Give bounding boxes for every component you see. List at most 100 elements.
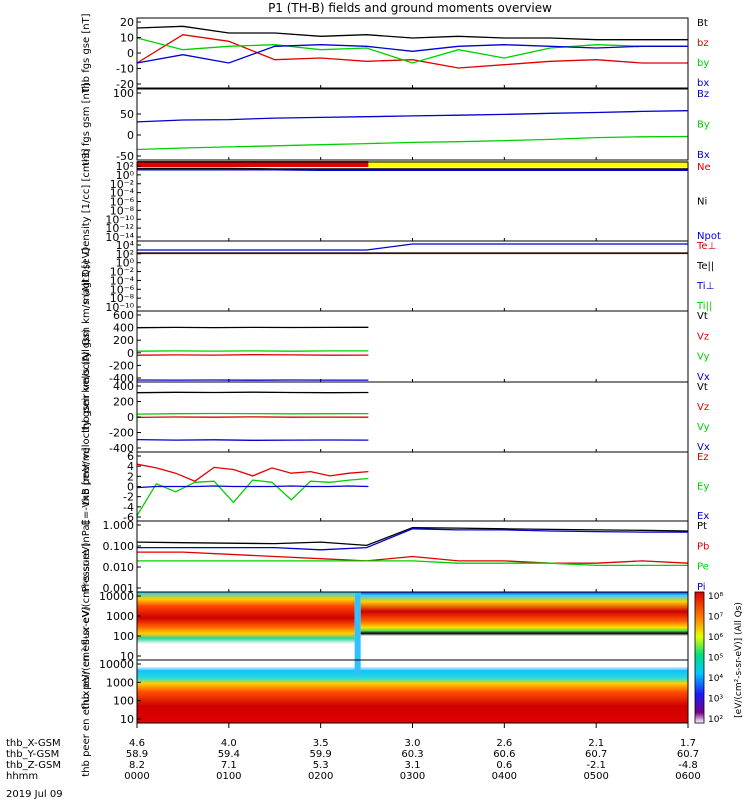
- y-tick-label: 100: [113, 695, 134, 708]
- colorbar-tick-label: 10⁶: [708, 633, 723, 643]
- series-line-Ni: [137, 167, 688, 170]
- y-tick-label: 0: [127, 347, 134, 360]
- quality-flag-bar-0: [137, 161, 369, 167]
- y-tick-label: 10⁻¹²: [105, 222, 134, 235]
- y-tick-label: 50: [120, 108, 134, 121]
- time-axis-value: 1.7: [680, 738, 696, 749]
- y-tick-label: 1.000: [103, 519, 135, 532]
- y-tick-label: 10: [120, 650, 134, 663]
- legend-label-Te⊥: Te⊥: [696, 241, 716, 252]
- y-axis-label: thb fgs gse [nT]: [81, 13, 92, 92]
- quality-flag-bar-1: [368, 161, 688, 167]
- y-tick-label: 10: [120, 713, 134, 726]
- series-line-Vz: [136, 354, 369, 356]
- y-axis-label: thb peer en eflux eV/(cm²-s-sr-eV): [81, 606, 92, 777]
- series-line-Ey: [136, 477, 369, 517]
- time-axis-value: 3.1: [405, 760, 421, 771]
- legend-label-Vz: Vz: [697, 402, 709, 413]
- y-tick-label: 100: [113, 87, 134, 100]
- time-axis-value: 59.4: [218, 749, 240, 760]
- legend-label-Ez: Ez: [697, 452, 709, 463]
- panel-frame: [136, 88, 689, 161]
- time-axis-value: 7.1: [221, 760, 237, 771]
- y-tick-label: 6: [127, 450, 134, 463]
- legend-label-Pb: Pb: [697, 541, 709, 552]
- y-tick-label: 10⁻⁴: [110, 274, 135, 287]
- legend-label-Pi: Pi: [697, 582, 706, 593]
- time-axis-value: 0100: [216, 771, 241, 782]
- colorbar-tick-label: 10⁴: [708, 674, 723, 684]
- time-axis-value: 0000: [124, 771, 149, 782]
- legend-label-Ne: Ne: [697, 162, 711, 173]
- y-tick-label: -6: [123, 511, 134, 524]
- panel-peer_spectrogram: 10000 1000 100 10 thb peer en eflux eV/(cm²-…: [81, 606, 689, 777]
- legend-label-By: By: [697, 120, 710, 131]
- legend-label-Pe: Pe: [697, 562, 709, 573]
- series-line-Bz: [136, 110, 689, 123]
- y-tick-label: 10²: [116, 160, 134, 173]
- legend-label-Vy: Vy: [697, 352, 710, 363]
- panel-peir_spectrogram: 10000 1000 100 10 thb peir en eflux eV/(cm²-…: [81, 542, 689, 710]
- series-line-By: [136, 135, 689, 151]
- y-tick-label: 0.100: [103, 540, 135, 553]
- y-tick-label: 10⁻¹⁰: [105, 301, 134, 314]
- spectrogram-fill: [137, 666, 688, 723]
- series-line-Bt: [136, 25, 688, 41]
- series-line-Ez: [136, 463, 369, 482]
- time-axis-labels: thb_X-GSM 4.6 4.0 3.5 3.0 2.6 2.1 1.7 thb_Y-GSM 5…: [6, 723, 701, 782]
- figure-title: P1 (TH-B) fields and ground moments over…: [268, 1, 552, 15]
- y-tick-label: 100: [113, 630, 134, 643]
- time-axis-value: 8.2: [129, 760, 145, 771]
- y-tick-label: 2: [127, 470, 134, 483]
- time-axis-value: 0500: [583, 771, 608, 782]
- y-tick-label: 400: [113, 322, 134, 335]
- y-axis-label: thb fgs gsm [nT]: [81, 83, 92, 166]
- legend-label-Ex: Ex: [697, 511, 709, 522]
- series-line-bz: [136, 34, 688, 69]
- y-tick-label: 200: [113, 334, 134, 347]
- y-tick-label: 10⁻²: [110, 178, 134, 191]
- panel-pressure: 1.000 0.100 0.010 0.001 Pressure [nPa] Pt Pb Pe…: [81, 519, 709, 595]
- y-axis-label: thb peir en eflux eV/(cm²-s-sr-eV): [81, 542, 92, 709]
- panel-frame: [136, 310, 689, 383]
- colorbar-tick-label: 10⁵: [708, 654, 723, 664]
- y-tick-label: 10⁻¹⁰: [105, 213, 134, 226]
- legend-label-Vz: Vz: [697, 331, 709, 342]
- y-tick-label: 10⁻²: [110, 266, 134, 279]
- y-tick-label: 400: [113, 380, 134, 393]
- y-tick-label: -20: [116, 78, 134, 91]
- time-axis-value: 3.0: [405, 738, 421, 749]
- colorbar-gradient: [694, 591, 705, 724]
- time-axis-value: 5.3: [313, 760, 329, 771]
- legend-label-Ni: Ni: [697, 197, 707, 208]
- colorbar-unit-label: [eV/(cm²-s-sr-eV)] (All Qs): [734, 602, 744, 718]
- colorbar-tick-label: 10³: [708, 695, 723, 705]
- y-tick-label: -4: [123, 501, 134, 514]
- panel-fgs_gse: 20 10 0 -10 -20 thb fgs gse [nT] Bt bz by bx: [81, 13, 709, 92]
- y-tick-label: 10²: [116, 248, 134, 261]
- y-tick-label: -2: [123, 491, 134, 504]
- y-tick-label: -10: [116, 63, 134, 76]
- y-tick-label: 600: [113, 309, 134, 322]
- y-tick-label: 10⁻⁸: [110, 292, 135, 305]
- panel-fgs_gsm: 100 50 0 -50 thb fgs gsm [nT] Bz By Bx: [81, 83, 710, 166]
- colorbar-tick-label: 10⁸: [708, 592, 723, 602]
- legend-label-Ti⊥: Ti⊥: [696, 281, 714, 292]
- series-line-Npot: [137, 169, 688, 172]
- y-tick-label: 200: [113, 396, 134, 409]
- legend-label-Bt: Bt: [697, 18, 708, 29]
- series-line-Pe: [137, 560, 688, 567]
- time-axis-value: 60.7: [677, 749, 699, 760]
- spectrogram-fill-late: [360, 592, 688, 657]
- y-tick-label: 0.001: [103, 582, 135, 595]
- time-axis-value: -4.8: [678, 760, 698, 771]
- y-tick-label: -200: [109, 427, 134, 440]
- time-axis-value: 0300: [400, 771, 425, 782]
- time-axis-value: 0.6: [496, 760, 512, 771]
- y-tick-label: 10⁻¹⁴: [105, 231, 134, 244]
